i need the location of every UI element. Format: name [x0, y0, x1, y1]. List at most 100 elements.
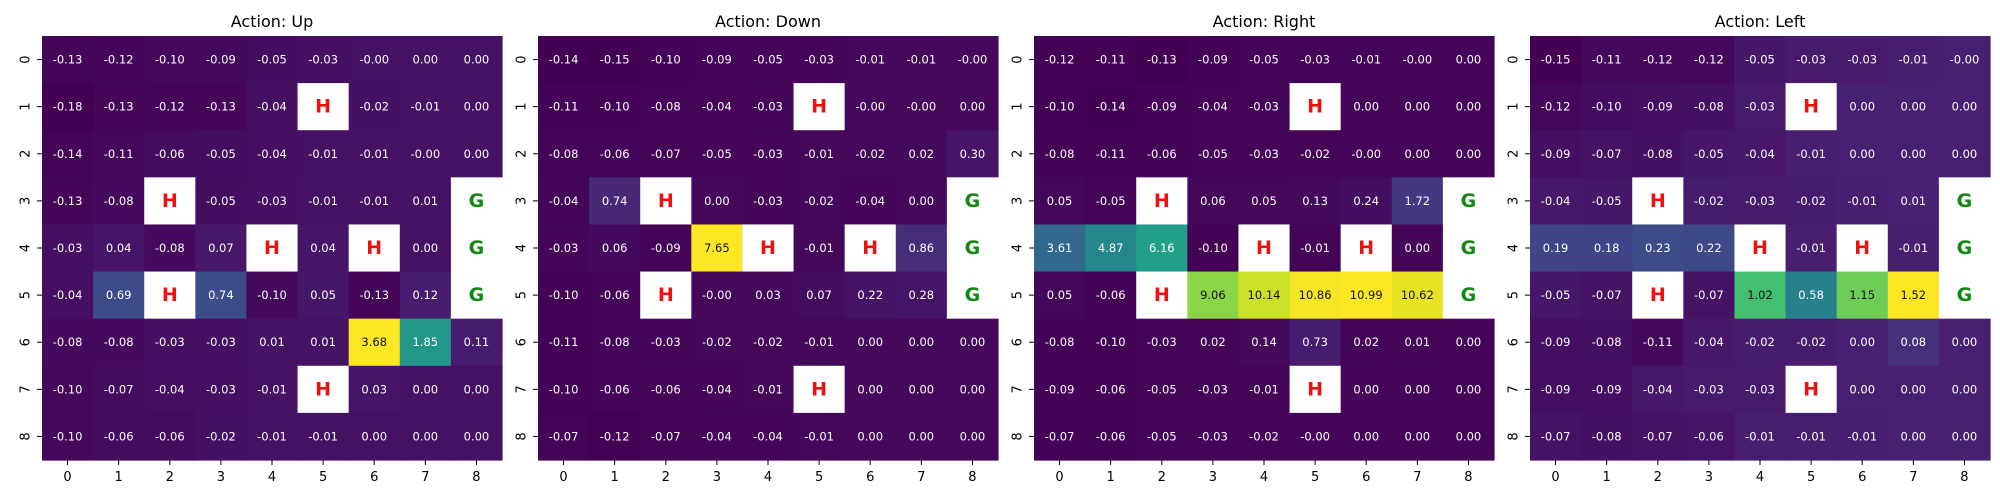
heatmap-cell	[1340, 130, 1393, 178]
cell-value-label: 0.02	[1353, 335, 1379, 349]
y-tick-label: 8	[1011, 432, 1026, 440]
x-tick-label: 8	[1960, 470, 1968, 485]
cell-value-label: -0.09	[1541, 382, 1571, 396]
cell-value-label: -0.02	[359, 100, 389, 114]
x-tick-label: 1	[611, 470, 619, 485]
hole-cell	[297, 365, 350, 414]
heatmap-cell	[1785, 271, 1838, 320]
cell-value-label: -0.03	[1300, 53, 1330, 67]
x-tick-label: 6	[1362, 470, 1370, 485]
cell-value-label: -0.04	[1541, 194, 1571, 208]
heatmap-cell	[1887, 271, 1940, 320]
cell-value-label: -0.11	[1096, 147, 1126, 161]
cell-value-label: -0.06	[600, 288, 630, 302]
cell-value-label: 0.00	[1456, 382, 1482, 396]
heatmap-cell	[399, 130, 452, 178]
hole-label: H	[658, 190, 674, 212]
cell-value-label: -0.06	[104, 429, 134, 443]
goal-cell	[450, 177, 503, 226]
cell-value-label: -0.09	[1198, 53, 1228, 67]
cell-value-label: -0.01	[1300, 241, 1330, 255]
heatmap-cell	[1836, 36, 1889, 84]
y-tick-label: 8	[19, 432, 34, 440]
hole-label: H	[315, 96, 331, 118]
goal-cell	[1442, 224, 1495, 273]
cell-value-label: 0.00	[1901, 100, 1927, 114]
heatmap-cell	[1887, 130, 1940, 178]
cell-value-label: -0.01	[804, 147, 834, 161]
cell-value-label: -0.07	[1694, 288, 1724, 302]
cell-value-label: -0.01	[1847, 429, 1877, 443]
hole-cell	[793, 83, 846, 131]
cell-value-label: 0.00	[960, 429, 986, 443]
heatmap-cell	[144, 36, 196, 84]
heatmap-cell	[1530, 318, 1582, 367]
heatmap-cell	[895, 318, 948, 367]
cell-value-label: -0.08	[600, 335, 630, 349]
heatmap-cell	[844, 83, 897, 131]
heatmap-cell	[399, 412, 452, 461]
heatmap-cell	[246, 83, 299, 131]
cell-value-label: 0.00	[1901, 147, 1927, 161]
y-tick-label: 5	[19, 291, 34, 299]
cell-value-label: 0.00	[464, 53, 490, 67]
heatmap-cell	[1887, 318, 1940, 367]
cell-value-label: -0.02	[206, 429, 236, 443]
goal-label: G	[1957, 190, 1973, 212]
cell-value-label: -0.14	[549, 53, 579, 67]
heatmap-cell	[1238, 271, 1291, 320]
cell-value-label: 0.00	[1952, 335, 1978, 349]
heatmap-cell	[1530, 271, 1582, 320]
cell-value-label: 0.00	[909, 335, 935, 349]
hole-cell	[1289, 83, 1342, 131]
cell-value-label: -0.04	[1745, 147, 1775, 161]
goal-cell	[450, 224, 503, 273]
cell-value-label: 0.00	[1901, 429, 1927, 443]
cell-value-label: 0.00	[1849, 382, 1875, 396]
cell-value-label: 10.62	[1401, 288, 1434, 302]
heatmap-cell	[1238, 177, 1291, 226]
hole-cell	[1289, 365, 1342, 414]
cell-value-label: -0.00	[359, 53, 389, 67]
heatmap-cell	[144, 224, 196, 273]
heatmap-cell	[691, 177, 744, 226]
heatmap-cell	[1340, 365, 1393, 414]
heatmap-cell	[844, 271, 897, 320]
cell-value-label: -0.05	[1541, 288, 1571, 302]
cell-value-label: -0.03	[1796, 53, 1826, 67]
cell-value-label: 4.87	[1098, 241, 1124, 255]
cell-value-label: 0.00	[1405, 429, 1431, 443]
cell-value-label: -0.10	[1592, 100, 1622, 114]
cell-value-label: -0.03	[1745, 100, 1775, 114]
heatmap-cell	[1085, 130, 1137, 178]
heatmap-cell	[895, 224, 948, 273]
hole-cell	[246, 224, 299, 273]
heatmap-cell	[1238, 83, 1291, 131]
y-tick-label: 1	[1011, 103, 1026, 111]
cell-value-label: -0.01	[804, 429, 834, 443]
cell-value-label: -0.06	[1096, 382, 1126, 396]
heatmap-cell	[1734, 271, 1787, 320]
heatmap-cell	[1683, 177, 1736, 226]
cell-value-label: -0.07	[1541, 429, 1571, 443]
cell-value-label: 0.00	[1456, 147, 1482, 161]
heatmap-cell	[895, 177, 948, 226]
heatmap-cell	[1187, 224, 1240, 273]
panel-title: Action: Down	[715, 12, 821, 31]
heatmap-cell	[946, 318, 999, 367]
heatmap-cell	[246, 177, 299, 226]
cell-value-label: -0.18	[53, 100, 83, 114]
heatmap-cell	[1289, 177, 1342, 226]
heatmap-cell	[1836, 177, 1889, 226]
heatmap-cell	[42, 365, 94, 414]
heatmap-cell	[1340, 412, 1393, 461]
cell-value-label: 10.14	[1248, 288, 1281, 302]
cell-value-label: 0.73	[1302, 335, 1328, 349]
heatmap-cell	[895, 130, 948, 178]
heatmap-cell	[1683, 130, 1736, 178]
y-tick-label: 2	[515, 150, 530, 158]
cell-value-label: -0.10	[1045, 100, 1075, 114]
goal-label: G	[1461, 284, 1477, 306]
cell-value-label: 0.05	[1047, 194, 1073, 208]
